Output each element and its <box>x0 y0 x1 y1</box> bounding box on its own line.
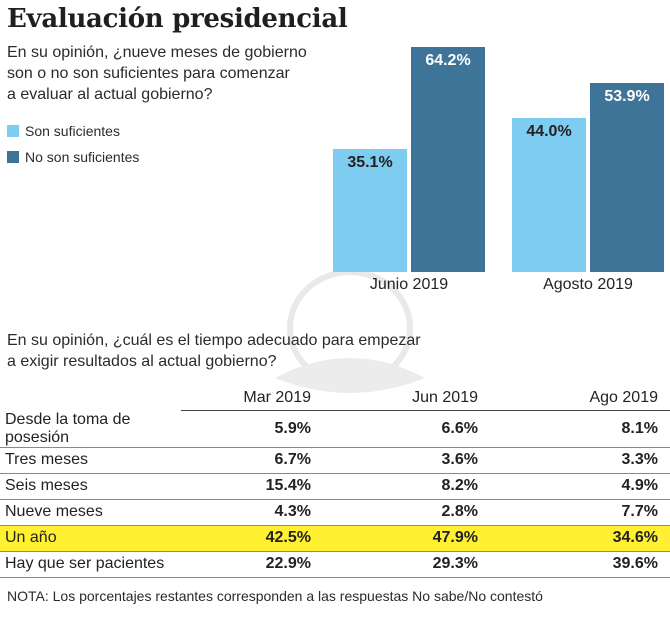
column-header: Jun 2019 <box>323 385 490 411</box>
chart-legend: Son suficientes No son suficientes <box>7 118 139 170</box>
table-cell: 7.7% <box>490 499 670 526</box>
row-label: Seis meses <box>0 473 181 500</box>
table-row-highlighted: Un año 42.5% 47.9% 34.6% <box>0 525 670 552</box>
table-cell: 29.3% <box>323 551 490 578</box>
table-cell: 6.7% <box>181 447 323 474</box>
column-header: Ago 2019 <box>490 385 670 411</box>
table-row: Nueve meses 4.3% 2.8% 7.7% <box>0 499 670 526</box>
table-cell: 22.9% <box>181 551 323 578</box>
question-line: a exigir resultados al actual gobierno? <box>7 353 277 370</box>
table-header-empty <box>0 385 181 411</box>
table-cell: 5.9% <box>181 410 323 448</box>
row-label: Desde la toma de posesión <box>0 410 181 448</box>
table-cell: 4.3% <box>181 499 323 526</box>
question-line: a evaluar al actual gobierno? <box>7 86 213 103</box>
table-cell: 15.4% <box>181 473 323 500</box>
legend-label: Son suficientes <box>25 123 120 139</box>
table-row: Desde la toma de posesión 5.9% 6.6% 8.1% <box>0 410 670 448</box>
table-cell: 6.6% <box>323 410 490 448</box>
legend-item-no-son-suficientes: No son suficientes <box>7 144 139 170</box>
legend-swatch-dark <box>7 151 19 163</box>
table-cell: 2.8% <box>323 499 490 526</box>
footnote: NOTA: Los porcentajes restantes correspo… <box>7 588 543 604</box>
bar-value-label: 35.1% <box>347 154 393 172</box>
bar-no-son-suficientes: 53.9% <box>590 83 664 272</box>
row-label: Hay que ser pacientes <box>0 551 181 578</box>
table-cell: 42.5% <box>181 525 323 552</box>
row-label: Nueve meses <box>0 499 181 526</box>
question-line: En su opinión, ¿cuál es el tiempo adecua… <box>7 332 421 349</box>
category-label: Junio 2019 <box>369 276 449 293</box>
question-line: son o no son suficientes para comenzar <box>7 65 290 82</box>
table-cell: 8.1% <box>490 410 670 448</box>
table-header-row: Mar 2019 Jun 2019 Ago 2019 <box>0 385 670 411</box>
table-cell: 4.9% <box>490 473 670 500</box>
table-cell: 47.9% <box>323 525 490 552</box>
table-row: Hay que ser pacientes 22.9% 29.3% 39.6% <box>0 551 670 578</box>
bar-value-label: 44.0% <box>526 123 572 140</box>
row-label: Un año <box>0 525 181 552</box>
question-line: En su opinión, ¿nueve meses de gobierno <box>7 44 307 61</box>
row-label: Tres meses <box>0 447 181 474</box>
table-row: Seis meses 15.4% 8.2% 4.9% <box>0 473 670 500</box>
question-evaluation: En su opinión, ¿nueve meses de gobierno … <box>7 42 307 105</box>
eagle-watermark-icon <box>275 269 425 393</box>
table-cell: 3.6% <box>323 447 490 474</box>
bar-son-suficientes: 44.0% <box>512 118 586 272</box>
legend-swatch-light <box>7 125 19 137</box>
bar-value-label: 64.2% <box>425 52 471 70</box>
question-results-time: En su opinión, ¿cuál es el tiempo adecua… <box>7 330 421 372</box>
category-label: Agosto 2019 <box>543 276 633 293</box>
table-row: Tres meses 6.7% 3.6% 3.3% <box>0 447 670 474</box>
legend-item-son-suficientes: Son suficientes <box>7 118 139 144</box>
table-cell: 3.3% <box>490 447 670 474</box>
column-header: Mar 2019 <box>181 385 323 411</box>
legend-label: No son suficientes <box>25 149 140 165</box>
bar-son-suficientes: 35.1% <box>333 149 407 272</box>
results-table: Mar 2019 Jun 2019 Ago 2019 Desde la toma… <box>0 385 670 578</box>
table-cell: 39.6% <box>490 551 670 578</box>
bar-no-son-suficientes: 64.2% <box>411 47 485 272</box>
bar-value-label: 53.9% <box>604 88 650 106</box>
page-title: Evaluación presidencial <box>7 4 348 34</box>
table-cell: 8.2% <box>323 473 490 500</box>
table-cell: 34.6% <box>490 525 670 552</box>
